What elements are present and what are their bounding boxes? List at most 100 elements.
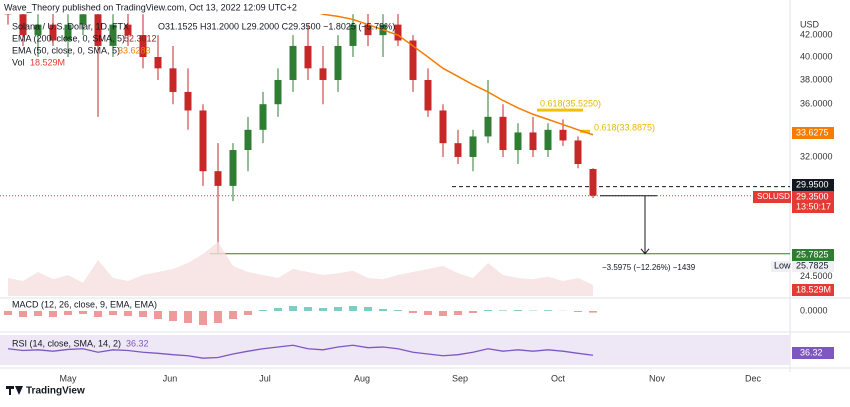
candle-body bbox=[440, 110, 447, 143]
candle-body bbox=[515, 132, 522, 150]
macd-bar bbox=[499, 310, 507, 311]
macd-bar bbox=[19, 311, 27, 317]
candle-body bbox=[305, 46, 312, 68]
candle-body bbox=[455, 143, 462, 157]
candle-body bbox=[485, 117, 492, 137]
candle-body bbox=[335, 46, 342, 80]
ohlc: O31.1525 H31.2000 L29.2000 C29.3500 −1.8… bbox=[158, 21, 395, 31]
symbol-badge-text: SOLUSD bbox=[757, 192, 790, 201]
ema50-value: 33.6283 bbox=[118, 45, 151, 55]
price-tick-label: 24.5000 bbox=[800, 271, 833, 281]
macd-bar bbox=[469, 311, 477, 313]
macd-bar bbox=[94, 311, 102, 317]
measure-label: −3.5975 (−12.26%) −1439 bbox=[602, 263, 696, 272]
macd-bar bbox=[289, 306, 297, 311]
macd-bar bbox=[334, 307, 342, 311]
ema200-label: EMA (200, close, 0, SMA, 5) bbox=[12, 33, 125, 43]
macd-bar bbox=[484, 310, 492, 311]
macd-bar bbox=[124, 311, 132, 316]
fib-label: 0.618(35.5250) bbox=[540, 98, 601, 108]
candle-body bbox=[320, 68, 327, 80]
rsi-value: 36.32 bbox=[126, 338, 149, 348]
macd-bar bbox=[259, 310, 267, 311]
ema-badge-text: 33.6275 bbox=[796, 127, 829, 137]
candle-body bbox=[560, 130, 567, 141]
macd-bar bbox=[229, 311, 237, 319]
footer: TradingView bbox=[26, 386, 85, 397]
macd-bar bbox=[349, 306, 357, 311]
macd-label: MACD (12, 26, close, 9, EMA, EMA) bbox=[12, 299, 157, 309]
price-tick-label: 36.0000 bbox=[800, 99, 833, 109]
candle-body bbox=[500, 117, 507, 150]
macd-bar bbox=[139, 311, 147, 317]
candle-body bbox=[590, 169, 597, 196]
vol-badge-text: 18.529M bbox=[796, 284, 831, 294]
macd-bar bbox=[34, 311, 42, 316]
resistance-badge-text: 29.9500 bbox=[796, 179, 829, 189]
macd-bar bbox=[379, 309, 387, 311]
symbol: Solana / U.S. Dollar, 1D, FTX bbox=[12, 21, 129, 31]
last-price: 29.3500 bbox=[796, 191, 829, 201]
month-label: Sep bbox=[452, 373, 468, 383]
macd-bar bbox=[439, 311, 447, 316]
macd-bar bbox=[199, 311, 207, 325]
month-label: Dec bbox=[745, 373, 762, 383]
candle-body bbox=[155, 57, 162, 68]
publisher: Wave_Theory published on TradingView.com… bbox=[4, 2, 297, 12]
month-label: Aug bbox=[354, 373, 370, 383]
candle-body bbox=[530, 132, 537, 150]
month-label: Oct bbox=[551, 373, 566, 383]
macd-bar bbox=[244, 311, 252, 315]
low-tag-text: Low bbox=[774, 260, 791, 270]
candle-body bbox=[170, 68, 177, 92]
candle-body bbox=[185, 92, 192, 111]
macd-bar bbox=[64, 311, 72, 315]
vol-value: 18.529M bbox=[30, 57, 65, 67]
macd-bar bbox=[4, 311, 12, 315]
month-label: Nov bbox=[649, 373, 666, 383]
macd-bar bbox=[514, 310, 522, 311]
month-label: Jul bbox=[259, 373, 271, 383]
macd-bar bbox=[184, 311, 192, 323]
macd-zero: 0.0000 bbox=[800, 305, 828, 315]
candle-body bbox=[395, 25, 402, 41]
candle-body bbox=[245, 130, 252, 150]
macd-bar bbox=[49, 311, 57, 317]
candle-body bbox=[215, 171, 222, 186]
rsi-badge-text: 36.32 bbox=[800, 347, 823, 357]
macd-bar bbox=[364, 307, 372, 311]
candle-body bbox=[425, 80, 432, 110]
candle-body bbox=[200, 110, 207, 171]
macd-bar bbox=[454, 311, 462, 315]
price-tick-label: 38.0000 bbox=[800, 74, 833, 84]
macd-bar bbox=[214, 311, 222, 323]
macd-bar bbox=[109, 311, 117, 315]
macd-bar bbox=[544, 310, 552, 311]
rsi-label: RSI (14, close, SMA, 14, 2) bbox=[12, 338, 121, 348]
ema200-value: 52.3612 bbox=[124, 33, 157, 43]
price-tick-label: 42.0000 bbox=[800, 30, 833, 40]
low-value: 25.7825 bbox=[796, 260, 829, 270]
macd-bar bbox=[319, 308, 327, 311]
vol-label: Vol bbox=[12, 57, 25, 67]
price-tick-label: 32.0000 bbox=[800, 151, 833, 161]
countdown: 13:50:17 bbox=[796, 201, 831, 211]
macd-bar bbox=[424, 311, 432, 315]
macd-bar bbox=[409, 311, 417, 313]
candle-body bbox=[545, 130, 552, 150]
macd-bar bbox=[169, 311, 177, 321]
currency: USD bbox=[800, 19, 820, 29]
candle-body bbox=[230, 150, 237, 186]
macd-bar bbox=[274, 308, 282, 311]
macd-bar bbox=[394, 310, 402, 311]
candle-body bbox=[260, 104, 267, 130]
macd-bar bbox=[304, 307, 312, 311]
candle-body bbox=[275, 80, 282, 104]
month-label: Jun bbox=[163, 373, 178, 383]
month-label: May bbox=[59, 373, 77, 383]
low-badge-text: 25.7825 bbox=[796, 249, 829, 259]
ema50-label: EMA (50, close, 0, SMA, 5) bbox=[12, 45, 120, 55]
fib-label: 0.618(33.8875) bbox=[594, 122, 655, 132]
macd-bar bbox=[79, 311, 87, 314]
